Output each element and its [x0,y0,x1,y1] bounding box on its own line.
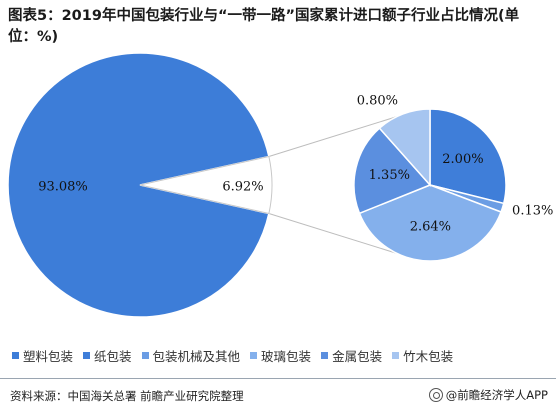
legend-swatch [250,351,258,359]
legend-swatch [12,351,19,359]
credit-text: @前瞻经济学人APP [445,388,548,402]
legend-label: 竹木包装 [403,348,454,364]
legend-item: 竹木包装 [392,346,453,365]
legend-label: 玻璃包装 [261,348,312,364]
main-pie-slice-other [139,155,273,215]
legend-item: 塑料包装 [12,346,73,365]
legend-item: 金属包装 [321,346,382,365]
sub-pie-slice-e7bab8e58c85e8a385 [429,108,507,205]
source-note: 资料来源：中国海关总署 前瞻产业研究院整理 [10,389,244,403]
legend-swatch [83,351,91,359]
label-main-small: 6.92% [222,180,263,195]
sub-pie-slice-e98791e5b19ee58c85e8a385 [353,127,432,215]
legend-label: 塑料包装 [23,348,74,364]
legend: 塑料包装 纸包装 包装机械及其他 玻璃包装 金属包装 竹木包装 [12,346,552,364]
label-main-large: 93.08% [38,180,88,195]
legend-label: 纸包装 [94,348,132,364]
label-sub-e58c85e8a385e69cbae6a2b0e58f8ae585b6e4bb96: 0.13% [512,203,553,218]
legend-swatch [141,351,149,359]
credit: @前瞻经济学人APP [428,387,548,403]
sub-pie-slice-e78ebbe79283e58c85e8a385 [358,184,503,262]
label-sub-e7bab8e58c85e8a385: 2.00% [442,152,483,167]
main-pie-slice-e5a191e69699e58c85e8a385 [7,52,270,318]
legend-swatch [321,351,329,359]
sub-pie [353,108,507,262]
legend-swatch [392,351,400,359]
sub-pie-slice-e7abb9e69ca8e58c85e8a385 [378,108,431,187]
label-sub-e7abb9e69ca8e58c85e8a385: 0.80% [357,93,398,108]
brand-icon [428,388,443,402]
label-sub-e78ebbe79283e58c85e8a385: 2.64% [410,219,451,234]
divider [0,378,556,379]
data-labels: 93.08% 6.92% 2.00% 0.13% 2.64% 1.35% 0.80% [38,93,553,234]
chart-title: 图表5：2019年中国包装行业与“一带一路”国家累计进口额子行业占比情况(单位：… [8,8,520,45]
legend-label: 包装机械及其他 [152,348,241,364]
legend-item: 包装机械及其他 [141,346,241,365]
legend-item: 纸包装 [83,346,132,365]
legend-label: 金属包装 [332,348,383,364]
legend-item: 玻璃包装 [250,346,311,365]
main-pie [7,52,273,318]
label-sub-e98791e5b19ee58c85e8a385: 1.35% [369,168,410,183]
